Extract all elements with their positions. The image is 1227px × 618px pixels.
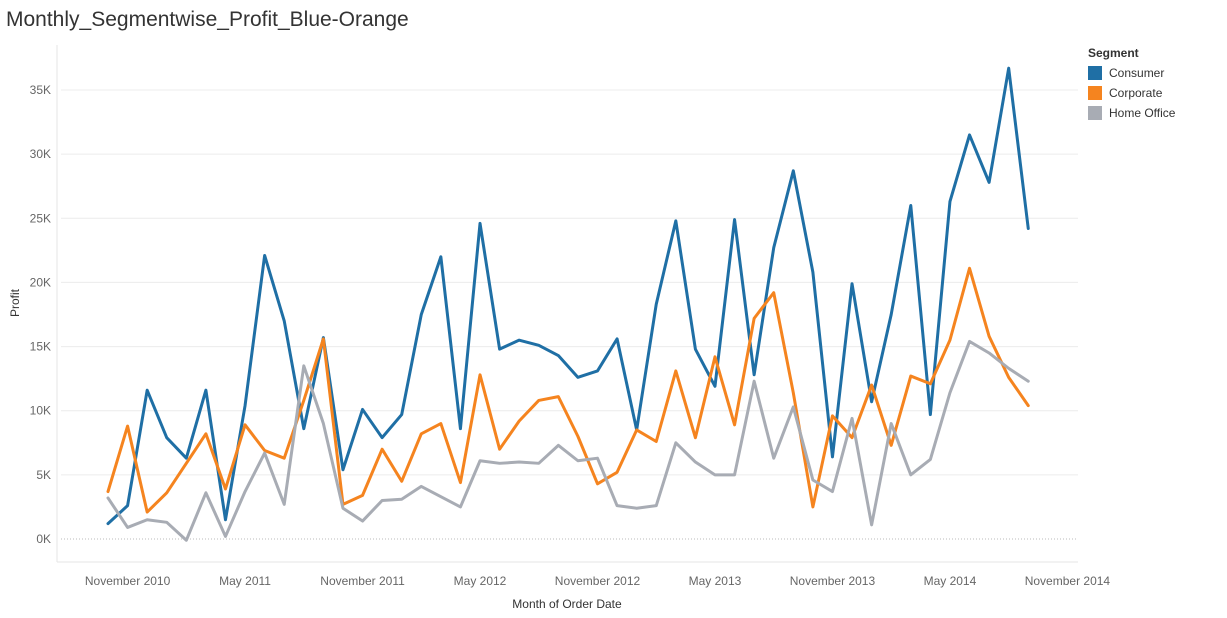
legend-swatch-home-office bbox=[1088, 106, 1102, 120]
y-tick-label: 20K bbox=[30, 275, 51, 289]
x-tick-label: November 2011 bbox=[320, 574, 405, 588]
x-tick-label: May 2013 bbox=[689, 574, 742, 588]
x-axis-ticks: November 2010 May 2011 November 2011 May 20… bbox=[85, 574, 1111, 588]
x-tick-label: November 2010 bbox=[85, 574, 171, 588]
y-axis-ticks: 0K 5K 10K 15K 20K 25K 30K 35K bbox=[30, 83, 51, 546]
x-tick-label: November 2014 bbox=[1025, 574, 1111, 588]
legend-swatch-consumer bbox=[1088, 66, 1102, 80]
y-tick-label: 0K bbox=[36, 532, 51, 546]
series-line-consumer[interactable] bbox=[106, 66, 1030, 526]
legend-item-home-office[interactable]: Home Office bbox=[1088, 103, 1175, 123]
legend-swatch-corporate bbox=[1088, 86, 1102, 100]
legend-item-consumer[interactable]: Consumer bbox=[1088, 63, 1175, 83]
x-tick-label: November 2013 bbox=[790, 574, 876, 588]
y-tick-label: 35K bbox=[30, 83, 51, 97]
y-tick-label: 10K bbox=[30, 404, 51, 418]
x-tick-label: May 2012 bbox=[454, 574, 507, 588]
y-tick-label: 5K bbox=[36, 468, 51, 482]
x-axis-title: Month of Order Date bbox=[512, 597, 622, 611]
legend: Segment Consumer Corporate Home Office bbox=[1088, 46, 1175, 123]
legend-label-home-office: Home Office bbox=[1109, 106, 1176, 120]
x-tick-label: November 2012 bbox=[555, 574, 641, 588]
y-tick-label: 30K bbox=[30, 147, 51, 161]
series-lines bbox=[106, 66, 1030, 542]
x-tick-label: May 2014 bbox=[924, 574, 977, 588]
x-tick-label: May 2011 bbox=[219, 574, 271, 588]
y-axis-title: Profit bbox=[8, 288, 22, 317]
y-tick-label: 25K bbox=[30, 211, 51, 225]
series-line-home-office[interactable] bbox=[106, 339, 1030, 542]
legend-label-consumer: Consumer bbox=[1109, 66, 1165, 80]
series-line-corporate[interactable] bbox=[106, 266, 1030, 514]
legend-title: Segment bbox=[1088, 46, 1139, 60]
gridlines bbox=[56, 45, 1078, 563]
chart-title: Monthly_Segmentwise_Profit_Blue-Orange bbox=[6, 8, 409, 31]
y-tick-label: 15K bbox=[30, 340, 51, 354]
legend-item-corporate[interactable]: Corporate bbox=[1088, 83, 1175, 103]
legend-label-corporate: Corporate bbox=[1109, 86, 1163, 100]
